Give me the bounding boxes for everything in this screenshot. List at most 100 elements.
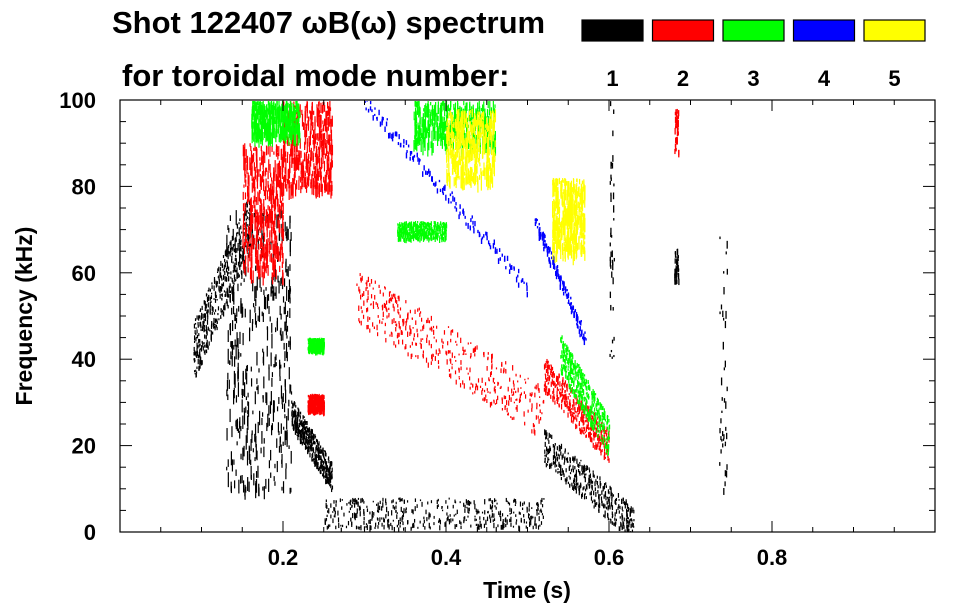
spectral-point [254, 313, 257, 325]
spectral-point [237, 348, 239, 360]
spectral-point [506, 407, 508, 413]
spectral-point [216, 326, 218, 331]
spectral-point [233, 282, 235, 285]
spectral-point [272, 129, 274, 138]
spectral-point [501, 524, 503, 530]
spectral-point [307, 448, 309, 454]
spectral-point [225, 291, 227, 297]
spectral-point [607, 454, 609, 458]
spectral-point [271, 199, 273, 213]
spectral-point [222, 309, 224, 313]
spectral-point [284, 221, 286, 232]
spectral-point [248, 481, 250, 493]
spectral-point [540, 521, 543, 525]
spectral-point [296, 426, 298, 431]
spectral-point [330, 464, 332, 467]
spectral-point [318, 400, 320, 405]
spectral-point [294, 114, 296, 126]
spectral-point [324, 143, 327, 149]
spectral-point [439, 519, 442, 525]
spectral-point [428, 514, 430, 520]
spectral-point [294, 133, 297, 147]
spectral-point [544, 430, 546, 435]
spectral-point [259, 101, 261, 114]
spectral-point [455, 379, 457, 385]
spectral-point [331, 467, 333, 473]
spectral-point [318, 185, 320, 195]
spectral-point [499, 510, 502, 516]
spectral-point [218, 285, 220, 291]
spectral-point [257, 465, 259, 478]
spectral-point [518, 526, 521, 532]
spectral-point [375, 522, 377, 527]
spectral-point [246, 203, 248, 208]
spectral-point [426, 517, 428, 522]
spectral-point [559, 381, 561, 387]
spectral-point [563, 383, 565, 387]
spectral-point [276, 317, 279, 331]
spectral-point [545, 378, 548, 383]
spectral-point [296, 131, 298, 146]
spectral-point [569, 476, 571, 480]
spectral-point [489, 518, 492, 523]
spectral-point [397, 309, 399, 314]
spectral-point [552, 455, 555, 461]
spectral-point [311, 174, 313, 182]
spectral-point [194, 330, 196, 334]
spectral-point [561, 474, 563, 476]
spectral-point [512, 391, 515, 396]
spectral-point [310, 123, 312, 135]
spectral-point [572, 399, 574, 404]
spectral-point [233, 292, 235, 305]
spectral-point [421, 501, 423, 507]
spectral-point [264, 186, 267, 201]
spectral-point [317, 133, 319, 138]
spectral-point [296, 180, 298, 190]
spectral-point [331, 462, 333, 466]
spectral-point [274, 463, 276, 469]
spectral-point [291, 131, 293, 140]
spectral-point [487, 391, 489, 393]
spectral-point [583, 493, 586, 500]
spectral-point [256, 148, 258, 163]
spectral-point [356, 508, 358, 514]
spectral-point [537, 508, 539, 511]
spectral-point [574, 478, 576, 483]
spectral-point [242, 191, 244, 200]
spectral-point [590, 490, 592, 496]
spectral-point [273, 400, 275, 413]
spectral-point [295, 418, 297, 423]
spectral-point [492, 377, 494, 383]
spectral-point [229, 360, 231, 365]
spectral-point [721, 439, 723, 442]
spectral-point [493, 400, 495, 404]
spectral-point [531, 408, 533, 412]
spectral-point [266, 241, 268, 246]
spectral-point [290, 391, 293, 395]
spectral-point [479, 516, 481, 520]
spectral-point [404, 346, 406, 350]
spectral-point [573, 483, 576, 487]
spectral-point [329, 465, 331, 469]
spectral-point [530, 520, 532, 526]
spectral-point [314, 462, 316, 467]
spectral-point [206, 296, 209, 299]
spectral-point [195, 371, 198, 374]
spectral-point [262, 246, 265, 258]
spectral-point [314, 128, 316, 137]
spectral-point [614, 522, 616, 526]
spectral-point [297, 150, 299, 157]
spectral-point [413, 337, 415, 341]
spectral-point [515, 407, 517, 410]
spectral-point [570, 408, 573, 410]
spectral-point [386, 315, 388, 319]
spectral-point [581, 429, 583, 432]
spectral-point [276, 235, 278, 249]
spectral-point [308, 432, 310, 437]
spectral-point [522, 502, 524, 507]
spectral-point [724, 441, 727, 444]
spectral-point [469, 386, 471, 390]
spectral-point [436, 505, 438, 509]
spectral-point [311, 429, 313, 435]
spectral-point [553, 452, 556, 454]
